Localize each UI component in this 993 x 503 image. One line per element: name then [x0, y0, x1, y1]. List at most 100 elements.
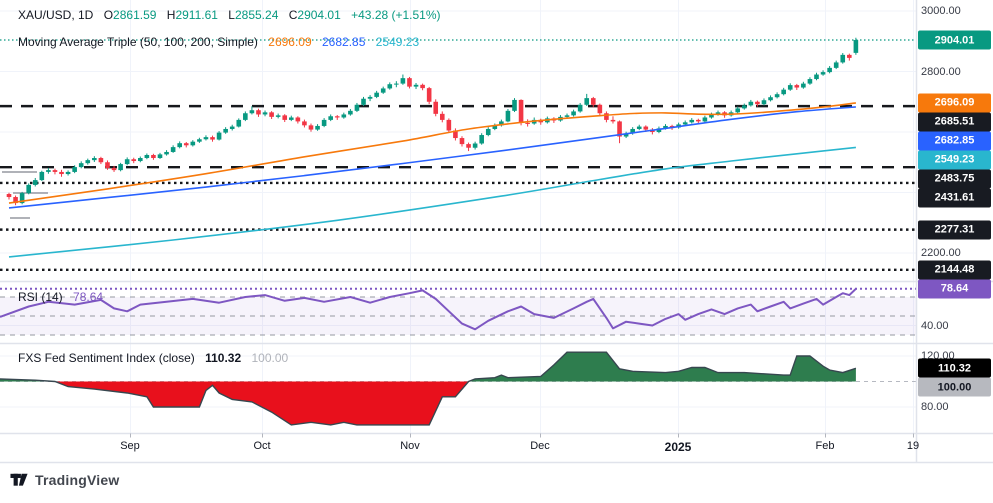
candle: [210, 137, 215, 140]
candle: [157, 154, 163, 159]
candle: [243, 113, 248, 120]
candle: [643, 126, 649, 130]
candle: [151, 154, 156, 159]
candle: [52, 170, 58, 172]
candle: [13, 197, 18, 204]
candle: [702, 117, 708, 122]
candle: [479, 135, 484, 144]
candle: [46, 170, 51, 172]
candle: [636, 126, 642, 129]
candle: [833, 62, 839, 68]
candle: [92, 158, 97, 161]
candle: [413, 84, 419, 87]
candle: [604, 113, 609, 120]
candle: [118, 164, 123, 171]
candle: [19, 193, 25, 204]
candle: [781, 89, 786, 95]
candle: [794, 85, 800, 88]
candle: [6, 194, 12, 198]
candle: [446, 119, 452, 131]
candle: [229, 126, 235, 129]
candle: [65, 171, 71, 175]
candle: [367, 96, 373, 99]
candle: [407, 78, 412, 87]
candle: [623, 133, 629, 137]
candle: [177, 143, 182, 148]
gridlines: [0, 0, 916, 434]
candle: [610, 119, 616, 122]
candle: [269, 112, 274, 117]
candle: [334, 116, 340, 118]
candle: [111, 167, 117, 171]
candle: [485, 128, 491, 136]
candle: [682, 122, 688, 125]
candle: [577, 104, 583, 112]
candle: [741, 105, 747, 109]
candle: [426, 88, 432, 102]
sma50-line: [8, 102, 857, 204]
candle: [354, 104, 360, 111]
candle: [696, 119, 701, 122]
candle: [840, 54, 846, 63]
candle: [105, 162, 110, 168]
candle: [380, 88, 386, 93]
candle: [590, 98, 596, 105]
candle: [144, 154, 150, 159]
candle: [584, 98, 590, 105]
fxs-area-negative: [0, 381, 856, 425]
candle: [85, 160, 91, 164]
fxs-area-positive: [0, 352, 856, 382]
candle: [492, 125, 498, 129]
candle: [197, 139, 202, 142]
candle: [571, 111, 576, 116]
candle: [98, 158, 104, 163]
candle: [827, 67, 832, 73]
rsi-line: [0, 288, 857, 331]
candle: [374, 92, 379, 97]
candle: [459, 138, 465, 145]
candle: [387, 84, 393, 89]
candle: [249, 110, 255, 114]
candle: [518, 99, 524, 123]
candle: [807, 79, 813, 84]
candle: [203, 137, 209, 140]
candle: [361, 98, 366, 105]
candle: [715, 112, 721, 115]
candle: [453, 130, 458, 139]
candle: [321, 119, 327, 126]
candle: [275, 115, 281, 117]
candle: [439, 113, 445, 120]
tradingview-branding[interactable]: TradingView: [10, 470, 119, 489]
candle: [617, 121, 622, 137]
candle: [663, 125, 668, 129]
candle: [348, 110, 353, 115]
candle: [78, 163, 84, 168]
candle: [774, 94, 780, 98]
candle: [748, 101, 754, 106]
candle: [814, 74, 819, 80]
candle: [755, 101, 760, 105]
candle: [328, 116, 333, 120]
candle: [597, 104, 603, 114]
sma200-line: [8, 146, 856, 258]
candle: [295, 117, 301, 122]
candle: [768, 97, 773, 101]
candle: [190, 141, 196, 146]
candle: [433, 101, 439, 114]
candle: [420, 84, 425, 89]
candle: [499, 121, 504, 126]
candle: [236, 119, 242, 127]
candle: [787, 85, 793, 90]
candle: [820, 72, 826, 75]
candles-series[interactable]: [6, 37, 859, 206]
candle: [564, 115, 570, 117]
candle: [512, 99, 517, 111]
candle: [72, 167, 77, 172]
candle: [505, 110, 511, 122]
candle: [341, 114, 347, 118]
candle: [472, 143, 478, 148]
candle: [288, 117, 294, 120]
candle: [262, 112, 268, 115]
candle: [315, 125, 320, 130]
